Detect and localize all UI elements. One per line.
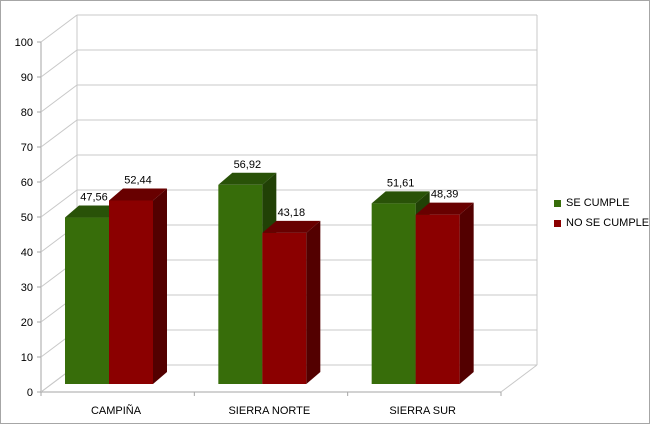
- bar-front: [415, 214, 460, 384]
- bars: [65, 172, 474, 384]
- legend: SE CUMPLE NO SE CUMPLE: [554, 193, 649, 233]
- y-tick-label: 20: [21, 317, 33, 329]
- x-tick-label: CAMPIÑA: [91, 404, 142, 417]
- bar-top: [262, 220, 321, 233]
- legend-item-se-cumple: SE CUMPLE: [554, 193, 649, 213]
- y-tick-label: 30: [21, 282, 33, 294]
- legend-item-no-se-cumple: NO SE CUMPLE: [554, 213, 649, 233]
- bar-front: [218, 184, 263, 384]
- gridline-diagonal: [40, 119, 78, 148]
- bar-top: [109, 188, 167, 201]
- y-tick-label: 100: [15, 37, 33, 49]
- legend-label-se-cumple: SE CUMPLE: [566, 197, 630, 209]
- y-tick-label: 70: [21, 142, 33, 154]
- bar-side: [459, 202, 474, 384]
- bar-top: [371, 191, 430, 204]
- gridline-diagonal: [40, 14, 78, 43]
- y-axis-ticks: 0 10 20 30 40 50 60 70 80 90 100: [15, 37, 41, 399]
- y-tick-label: 80: [21, 107, 33, 119]
- y-tick-label: 90: [21, 72, 33, 84]
- legend-label-no-se-cumple: NO SE CUMPLE: [566, 217, 650, 229]
- y-tick-label: 60: [21, 177, 33, 189]
- bar-front: [262, 232, 307, 384]
- value-label: 52,44: [124, 174, 152, 186]
- value-label: 56,92: [234, 159, 262, 171]
- bar-front: [371, 203, 416, 384]
- y-tick-label: 40: [21, 247, 33, 259]
- x-axis-ticks: CAMPIÑA SIERRA NORTE SIERRA SUR: [40, 392, 502, 417]
- x-tick-label: SIERRA NORTE: [228, 405, 310, 417]
- bar-side: [306, 220, 321, 384]
- value-label: 43,18: [278, 207, 306, 219]
- x-tick-label: SIERRA SUR: [389, 405, 456, 417]
- bar-front: [65, 217, 109, 384]
- gridline-diagonal: [40, 154, 78, 183]
- bar-top: [218, 172, 277, 185]
- y-tick-label: 50: [21, 212, 33, 224]
- value-label: 47,56: [80, 192, 108, 204]
- legend-swatch-se-cumple: [554, 199, 561, 207]
- y-tick-label: 0: [27, 387, 33, 399]
- bar-front: [109, 200, 153, 384]
- bar-side: [153, 188, 167, 384]
- gridline-diagonal: [40, 84, 78, 113]
- gridline-diagonal: [40, 49, 78, 78]
- bar-top: [65, 205, 123, 218]
- value-label: 48,39: [431, 189, 459, 201]
- gridline-diagonal: [40, 189, 78, 218]
- legend-swatch-no-se-cumple: [554, 219, 561, 227]
- value-labels: 47,56 52,44 56,92 43,18 51,61 48,39: [80, 159, 458, 219]
- floor-right-edge: [500, 364, 538, 393]
- y-tick-label: 10: [21, 352, 33, 364]
- bar-top: [415, 202, 474, 215]
- value-label: 51,61: [387, 177, 415, 189]
